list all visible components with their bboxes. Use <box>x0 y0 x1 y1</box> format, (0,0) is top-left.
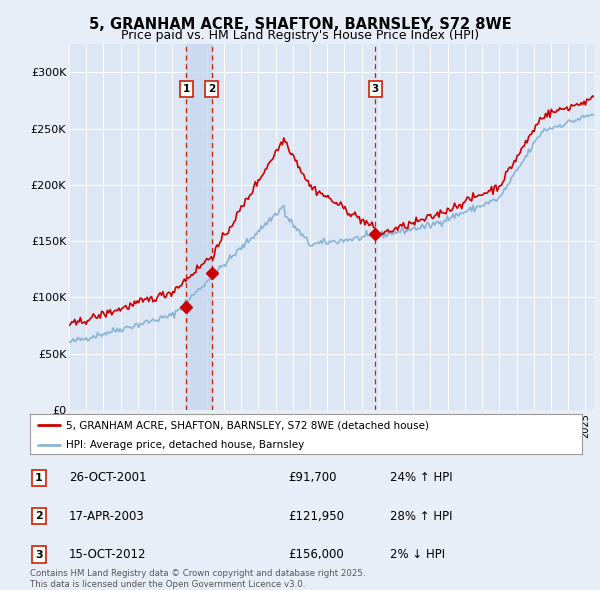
Text: HPI: Average price, detached house, Barnsley: HPI: Average price, detached house, Barn… <box>66 441 304 451</box>
Text: £91,700: £91,700 <box>288 471 337 484</box>
Text: Contains HM Land Registry data © Crown copyright and database right 2025.
This d: Contains HM Land Registry data © Crown c… <box>30 569 365 589</box>
Text: Price paid vs. HM Land Registry's House Price Index (HPI): Price paid vs. HM Land Registry's House … <box>121 30 479 42</box>
Text: 17-APR-2003: 17-APR-2003 <box>69 510 145 523</box>
Bar <box>187 44 212 410</box>
Text: 1: 1 <box>183 84 190 94</box>
Text: 3: 3 <box>371 84 379 94</box>
Text: 5, GRANHAM ACRE, SHAFTON, BARNSLEY, S72 8WE: 5, GRANHAM ACRE, SHAFTON, BARNSLEY, S72 … <box>89 17 511 31</box>
Text: £121,950: £121,950 <box>288 510 344 523</box>
Text: 26-OCT-2001: 26-OCT-2001 <box>69 471 146 484</box>
Text: 1: 1 <box>35 473 43 483</box>
Text: £156,000: £156,000 <box>288 548 344 561</box>
Text: 3: 3 <box>35 550 43 559</box>
Text: 2% ↓ HPI: 2% ↓ HPI <box>390 548 445 561</box>
Text: 28% ↑ HPI: 28% ↑ HPI <box>390 510 452 523</box>
Text: 24% ↑ HPI: 24% ↑ HPI <box>390 471 452 484</box>
Text: 5, GRANHAM ACRE, SHAFTON, BARNSLEY, S72 8WE (detached house): 5, GRANHAM ACRE, SHAFTON, BARNSLEY, S72 … <box>66 421 429 431</box>
Text: 2: 2 <box>208 84 215 94</box>
Text: 15-OCT-2012: 15-OCT-2012 <box>69 548 146 561</box>
Text: 2: 2 <box>35 512 43 521</box>
